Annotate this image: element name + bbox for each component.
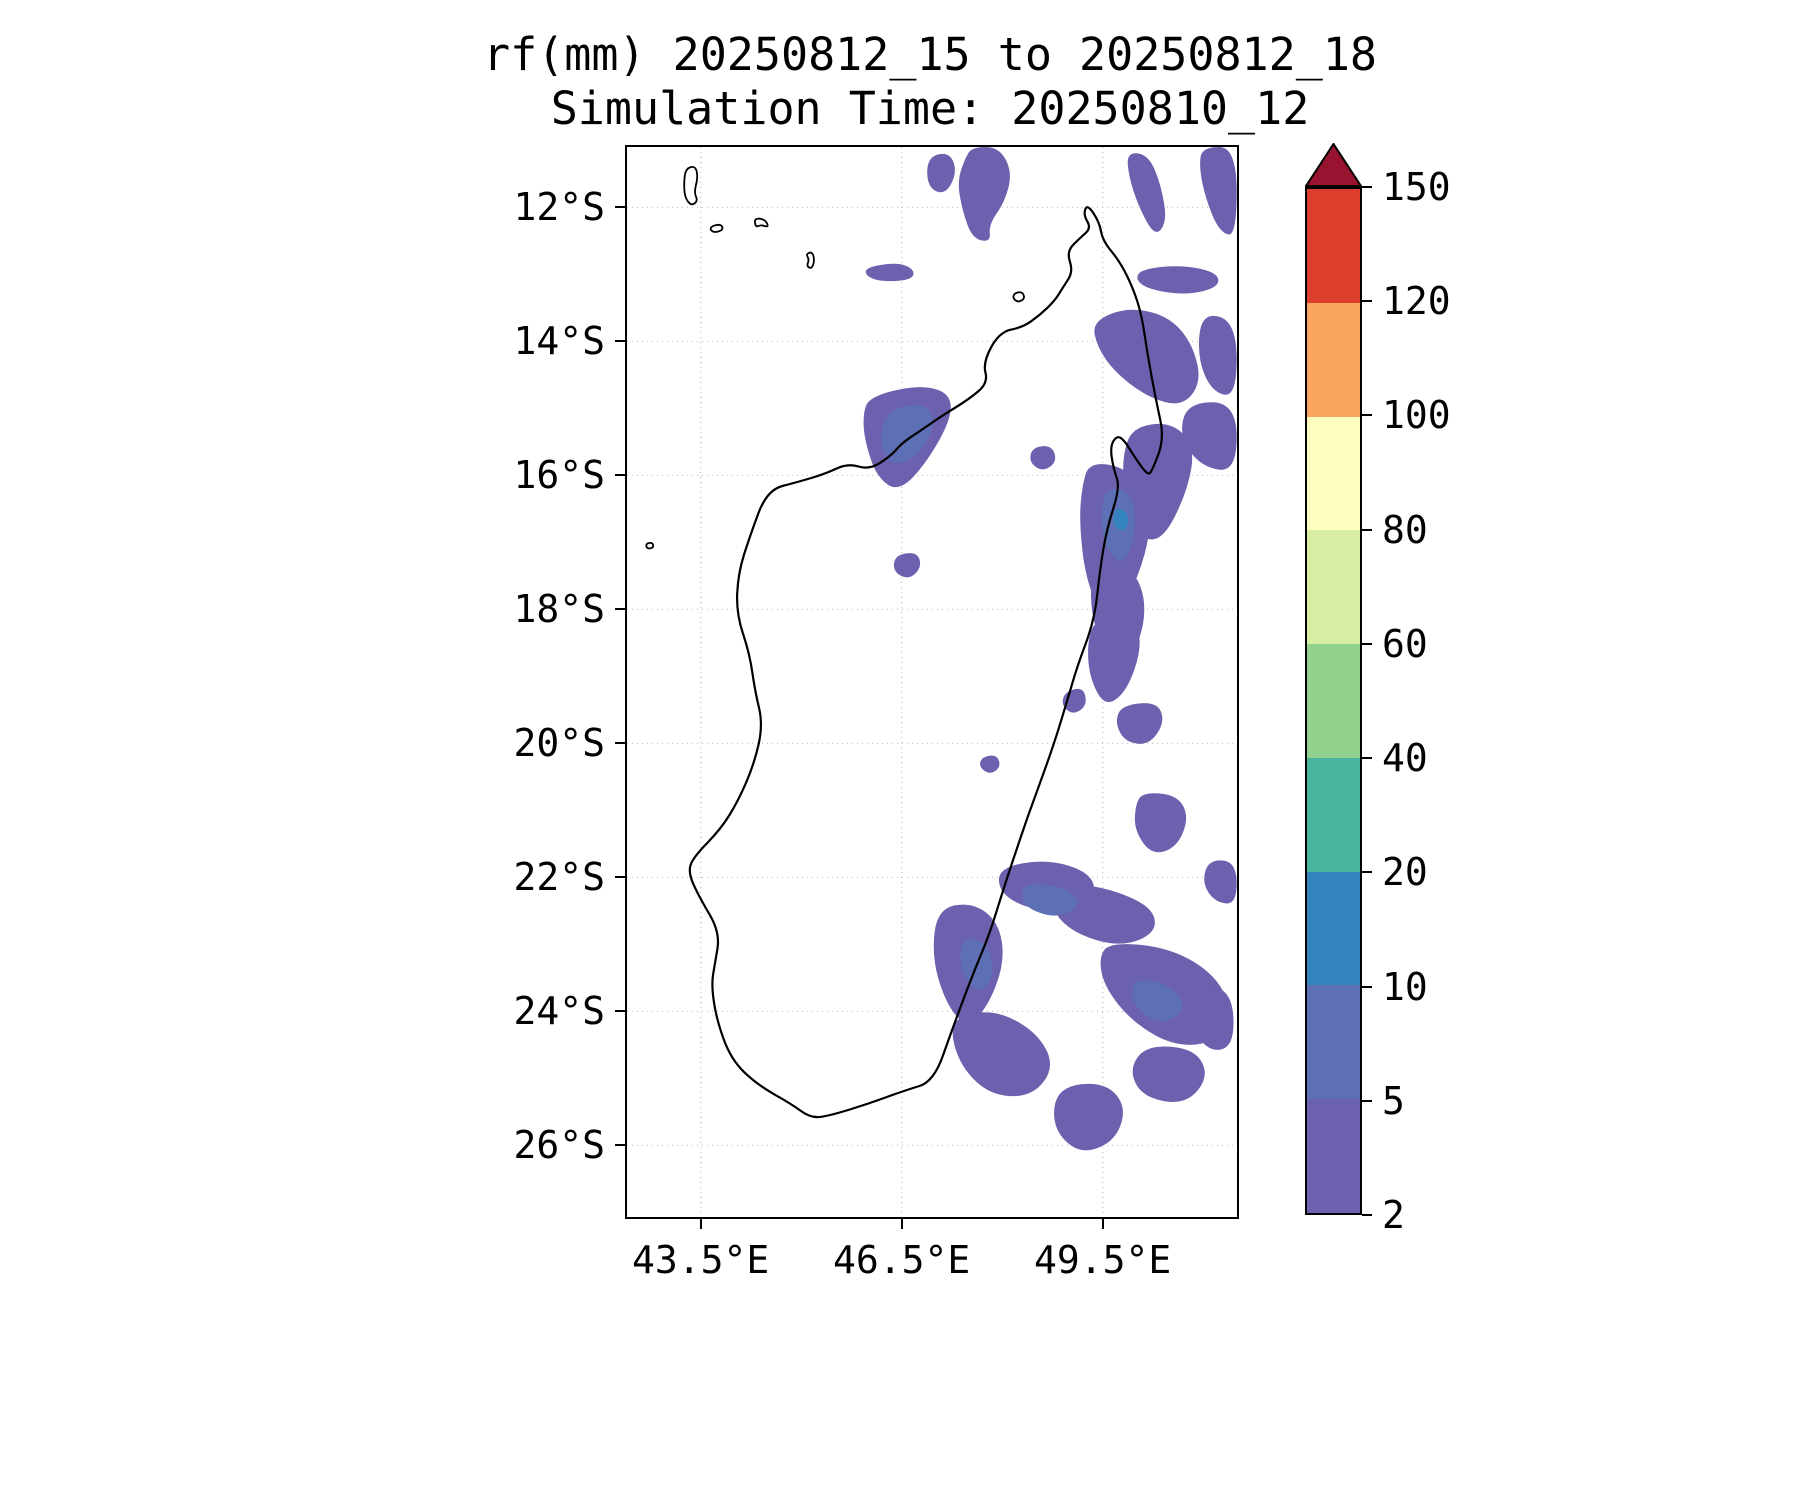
colorbar-segment-2-5mm [1307,1099,1360,1214]
rain-patch-2-5mm [1189,986,1234,1050]
colorbar-tick [1362,414,1372,417]
rainfall-map [627,147,1237,1217]
colorbar-tick-label: 60 [1382,621,1428,666]
colorbar-segment-100-120mm [1307,302,1360,417]
colorbar-segment-60-80mm [1307,530,1360,645]
rain-patch-2-5mm [1088,617,1140,703]
colorbar-tick [1362,1214,1372,1216]
colorbar-segment-20-40mm [1307,757,1360,872]
lat-tick-label: 20°S [513,721,605,766]
lat-tick [615,1144,625,1147]
island-outline [1012,291,1025,303]
rain-patch-2-5mm [1132,1046,1205,1102]
colorbar-tick-label: 120 [1382,279,1451,324]
colorbar-tick-label: 100 [1382,393,1451,438]
lon-tick [900,1219,903,1229]
rain-patch-2-5mm [1030,446,1056,470]
colorbar-tick [1362,757,1372,760]
colorbar-over-arrow-icon [1305,143,1362,187]
rain-patch-2-5mm [1054,1083,1123,1151]
island-outline [754,217,769,228]
rain-patch-2-5mm [1182,402,1237,470]
rain-patch-2-5mm [1134,793,1187,853]
lat-tick-label: 14°S [513,319,605,364]
lat-tick [615,608,625,611]
colorbar-tick [1362,642,1372,645]
lat-tick-label: 18°S [513,587,605,632]
colorbar-tick [1362,300,1372,303]
lat-tick-label: 16°S [513,453,605,498]
colorbar-tick [1362,871,1372,874]
rain-patch-5-10mm [1132,980,1183,1022]
rain-patch-10-20mm [1113,508,1128,531]
island-outline [806,251,815,269]
rain-patch-2-5mm [865,263,914,282]
colorbar-segments [1305,187,1362,1215]
colorbar-tick-label: 2 [1382,1193,1405,1237]
rain-patch-2-5mm [927,153,955,193]
island-outline [709,223,724,233]
rain-patch-2-5mm [1200,147,1237,235]
rain-patch-2-5mm [952,1012,1051,1097]
rain-patch-2-5mm [958,147,1010,241]
lat-tick [615,742,625,745]
island-outline [645,541,655,550]
colorbar-tick [1362,1099,1372,1102]
plot-title: rf(mm) 20250812_15 to 20250812_18 [482,28,1378,81]
lat-tick [615,340,625,343]
colorbar-segment-120-150mm [1307,189,1360,303]
lon-tick-label: 49.5°E [1034,1238,1172,1282]
rain-patch-5-10mm [881,404,933,463]
colorbar-tick-label: 20 [1382,850,1428,895]
rain-patch-2-5mm [893,553,921,578]
rain-patch-2-5mm [1116,703,1163,744]
lat-tick-label: 26°S [513,1123,605,1168]
colorbar-tick [1362,186,1372,188]
colorbar-segment-5-10mm [1307,985,1360,1100]
lat-tick [615,206,625,209]
colorbar-tick [1362,985,1372,988]
rain-patch-2-5mm [980,755,1000,773]
lon-tick [699,1219,702,1229]
plot-subtitle: Simulation Time: 20250810_12 [550,82,1310,135]
lat-tick [615,474,625,477]
rain-patch-5-10mm [1022,884,1078,916]
lon-tick [1101,1219,1104,1229]
rain-patch-2-5mm [1094,309,1199,404]
rain-patch-2-5mm [1198,315,1237,395]
colorbar-segment-80-100mm [1307,416,1360,531]
madagascar-coastline [688,206,1163,1119]
rain-patch-2-5mm [1053,884,1155,944]
colorbar-tick-label: 10 [1382,964,1428,1009]
lat-tick-label: 24°S [513,989,605,1034]
lat-tick [615,1010,625,1013]
colorbar-tick-label: 40 [1382,736,1428,781]
island-outline [683,165,699,206]
lat-tick-label: 12°S [513,185,605,230]
colorbar-tick-label: 150 [1382,165,1451,209]
colorbar-tick-label: 5 [1382,1078,1405,1123]
lat-tick-label: 22°S [513,855,605,900]
lat-tick [615,876,625,879]
rain-patch-2-5mm [1137,266,1219,294]
rain-patch-2-5mm [1204,860,1237,904]
lon-tick-label: 46.5°E [833,1238,971,1282]
colorbar [1305,143,1362,1215]
colorbar-tick-label: 80 [1382,507,1428,552]
colorbar-segment-10-20mm [1307,871,1360,986]
rain-patch-2-5mm [1127,153,1166,232]
lon-tick-label: 43.5°E [632,1238,770,1282]
colorbar-segment-40-60mm [1307,644,1360,758]
map-plot-area [625,145,1239,1219]
colorbar-tick [1362,528,1372,531]
